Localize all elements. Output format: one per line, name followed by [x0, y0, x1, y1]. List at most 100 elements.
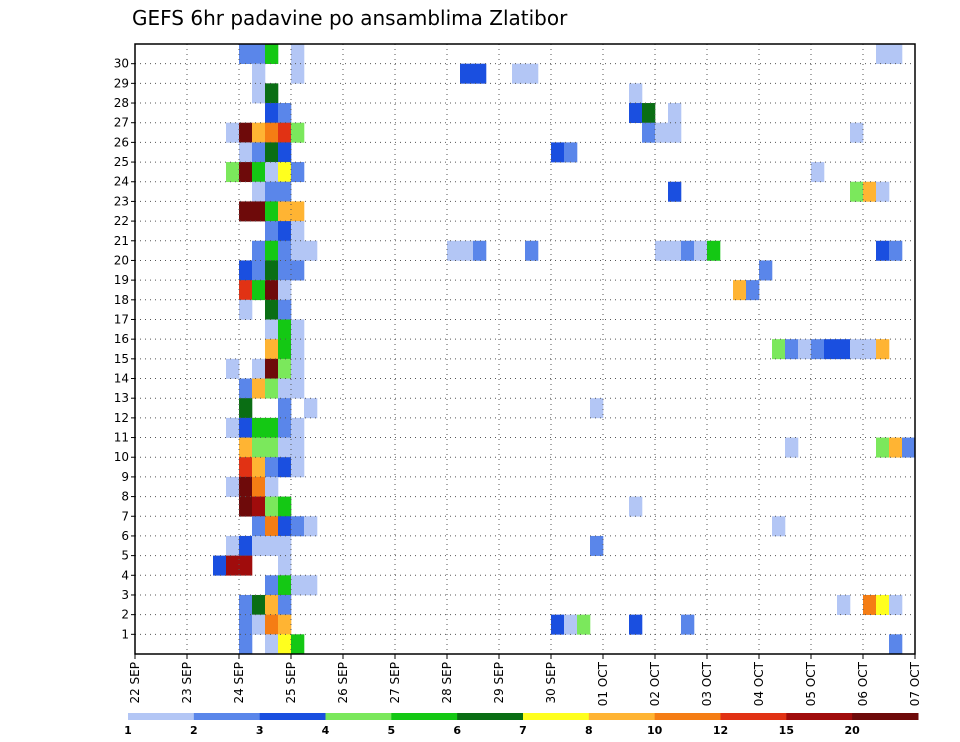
colorbar-label: 6 [453, 724, 461, 737]
heatmap-cell [265, 339, 279, 360]
heatmap-cell [304, 575, 318, 596]
heatmap-cell [265, 516, 279, 537]
heatmap-cell [239, 44, 253, 64]
heatmap-cell [889, 437, 903, 458]
heatmap-cell [278, 181, 292, 202]
heatmap-cell [278, 358, 292, 379]
heatmap-cell [239, 398, 253, 419]
heatmap-cell [733, 280, 747, 301]
heatmap-cell [239, 594, 253, 615]
heatmap-cell [278, 201, 292, 222]
y-tick-label: 21 [114, 234, 129, 248]
heatmap-cell [902, 437, 916, 458]
heatmap-cell [252, 358, 266, 379]
y-tick-label: 6 [121, 529, 129, 543]
heatmap-cell [252, 260, 266, 281]
heatmap-cell [265, 417, 279, 438]
heatmap-cell [668, 122, 682, 143]
colorbar-label: 4 [322, 724, 330, 737]
colorbar-label: 12 [713, 724, 728, 737]
y-tick-label: 11 [114, 431, 129, 445]
y-tick-label: 18 [114, 293, 129, 307]
heatmap-cell [265, 142, 279, 163]
heatmap-cell [265, 181, 279, 202]
heatmap-cell [291, 575, 305, 596]
heatmap-cell [252, 201, 266, 222]
heatmap-cell [824, 339, 838, 360]
x-tick-label: 06 OCT [856, 661, 870, 706]
heatmap-cell [226, 535, 240, 556]
heatmap-cell [837, 339, 851, 360]
heatmap-cell [265, 44, 279, 64]
heatmap-cell [811, 162, 825, 183]
y-tick-label: 24 [114, 175, 129, 189]
colorbar-swatch [786, 713, 853, 720]
heatmap-cell [889, 594, 903, 615]
heatmap-cell [460, 240, 474, 261]
heatmap-cell [265, 634, 279, 655]
heatmap-cell [291, 417, 305, 438]
y-tick-label: 1 [121, 627, 129, 641]
heatmap-cell [252, 240, 266, 261]
heatmap-cell [772, 516, 786, 537]
heatmap-cell [239, 122, 253, 143]
x-tick-label: 01 OCT [596, 661, 610, 706]
heatmap-cell [291, 437, 305, 458]
heatmap-cell [278, 535, 292, 556]
heatmap-cell [785, 339, 799, 360]
heatmap-cell [278, 496, 292, 517]
heatmap-cell [681, 614, 695, 635]
heatmap-cell [278, 555, 292, 576]
colorbar-label: 1 [124, 724, 132, 737]
heatmap-cell [252, 162, 266, 183]
heatmap-cell [889, 240, 903, 261]
heatmap-cell [239, 142, 253, 163]
heatmap-cell [278, 634, 292, 655]
heatmap-cell [811, 339, 825, 360]
y-tick-label: 17 [114, 312, 129, 326]
colorbar-swatch [193, 713, 261, 720]
heatmap-cell [278, 398, 292, 419]
heatmap-cell [252, 63, 266, 84]
heatmap-cell [265, 162, 279, 183]
x-tick-label: 30 SEP [544, 662, 558, 704]
y-tick-label: 15 [114, 352, 129, 366]
heatmap-cell [239, 634, 253, 655]
heatmap-cell [863, 181, 877, 202]
heatmap-cell [239, 378, 253, 399]
heatmap-cell [226, 555, 240, 576]
heatmap-cell [278, 319, 292, 340]
heatmap-cell [278, 614, 292, 635]
heatmap-cell [226, 358, 240, 379]
heatmap-cell [876, 181, 890, 202]
heatmap-cell [252, 614, 266, 635]
y-axis: 1234567891011121314151617181920212223242… [114, 57, 135, 641]
heatmap-cell [876, 594, 890, 615]
heatmap-cell [889, 44, 903, 64]
heatmap-cell [265, 437, 279, 458]
heatmap-cell [564, 142, 578, 163]
heatmap-cell [265, 280, 279, 301]
heatmap-cell [239, 299, 253, 320]
heatmap-cell [707, 240, 721, 261]
heatmap-cell [252, 44, 266, 64]
x-tick-label: 26 SEP [336, 662, 350, 704]
heatmap-cell [668, 240, 682, 261]
y-tick-label: 25 [114, 155, 129, 169]
heatmap-cell [746, 280, 760, 301]
y-tick-label: 9 [121, 470, 129, 484]
heatmap-cell [239, 496, 253, 517]
heatmap-cell [252, 122, 266, 143]
colorbar-label: 7 [519, 724, 527, 737]
heatmap-cell [447, 240, 461, 261]
heatmap-cell [785, 437, 799, 458]
heatmap-cell [239, 614, 253, 635]
heatmap-cell [239, 535, 253, 556]
heatmap-cell [668, 103, 682, 124]
colorbar-swatch [325, 713, 392, 720]
y-tick-label: 7 [121, 509, 129, 523]
heatmap-cell [252, 417, 266, 438]
heatmap-cell [525, 240, 539, 261]
heatmap-cell [252, 476, 266, 497]
